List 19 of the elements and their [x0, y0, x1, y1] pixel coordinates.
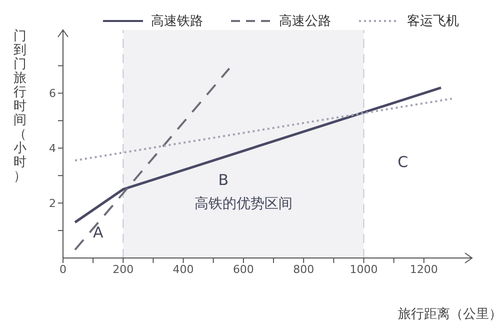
x-tick-label: 200 — [112, 262, 134, 276]
annotation: A — [92, 223, 104, 242]
x-tick-label: 1000 — [350, 262, 378, 276]
x-tick-label: 1200 — [410, 262, 438, 276]
band-label: 高铁的优势区间 — [194, 196, 292, 212]
x-axis-title: 旅行距离（公里） — [398, 306, 500, 322]
text: 门到门旅行时间（小时） — [14, 29, 26, 184]
y-tick-label: 4 — [49, 142, 56, 156]
x-tick-label: 400 — [172, 262, 194, 276]
x-tick-label: 0 — [60, 262, 66, 276]
x-tick-label: 600 — [232, 262, 254, 276]
y-tick-label: 6 — [49, 87, 56, 100]
legend-label: 高速铁路 — [150, 13, 203, 30]
legend-label: 高速公路 — [278, 13, 331, 30]
annotation: B — [218, 171, 229, 190]
annotation: C — [398, 152, 408, 171]
x-tick-label: 800 — [293, 262, 314, 276]
legend-label: 客运飞机 — [406, 13, 459, 30]
y-tick-label: 2 — [49, 196, 56, 210]
